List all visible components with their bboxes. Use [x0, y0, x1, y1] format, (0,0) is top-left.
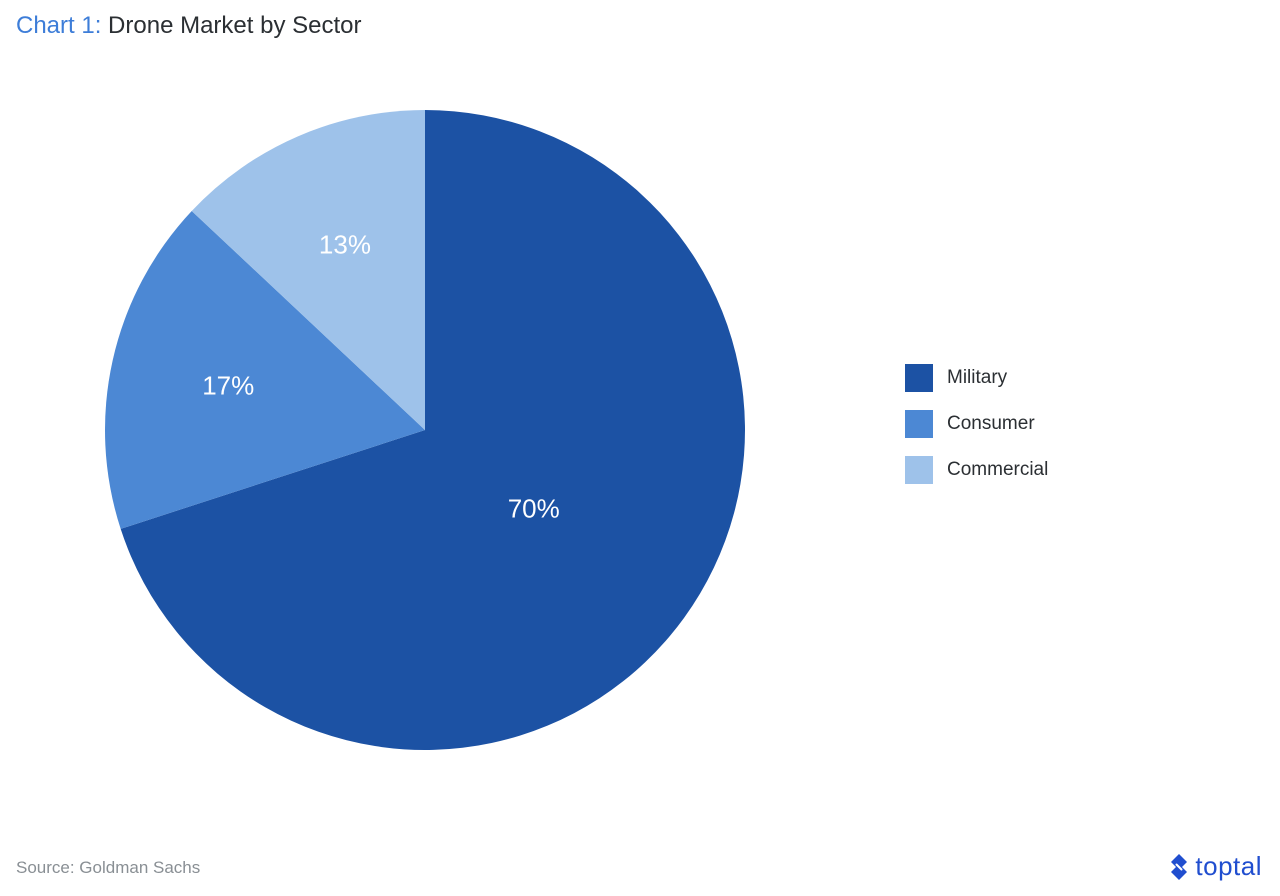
chart-title-text: Drone Market by Sector [108, 12, 361, 39]
brand-text: toptal [1195, 851, 1262, 882]
pie-chart: 70%17%13% [105, 110, 745, 750]
brand-logo: toptal [1168, 851, 1262, 882]
legend-item-consumer: Consumer [905, 410, 1048, 438]
legend-item-commercial: Commercial [905, 456, 1048, 484]
legend-swatch [905, 456, 933, 484]
legend-swatch [905, 410, 933, 438]
source-text: Source: Goldman Sachs [16, 858, 200, 878]
legend-swatch [905, 364, 933, 392]
legend-label: Commercial [947, 459, 1048, 481]
legend: Military Consumer Commercial [905, 364, 1048, 502]
legend-item-military: Military [905, 364, 1048, 392]
brand-icon [1168, 854, 1190, 880]
legend-label: Consumer [947, 413, 1035, 435]
chart-title: Chart 1: Drone Market by Sector [16, 12, 361, 40]
chart-title-prefix: Chart 1: [16, 12, 101, 39]
pie-svg [105, 110, 745, 750]
legend-label: Military [947, 367, 1007, 389]
